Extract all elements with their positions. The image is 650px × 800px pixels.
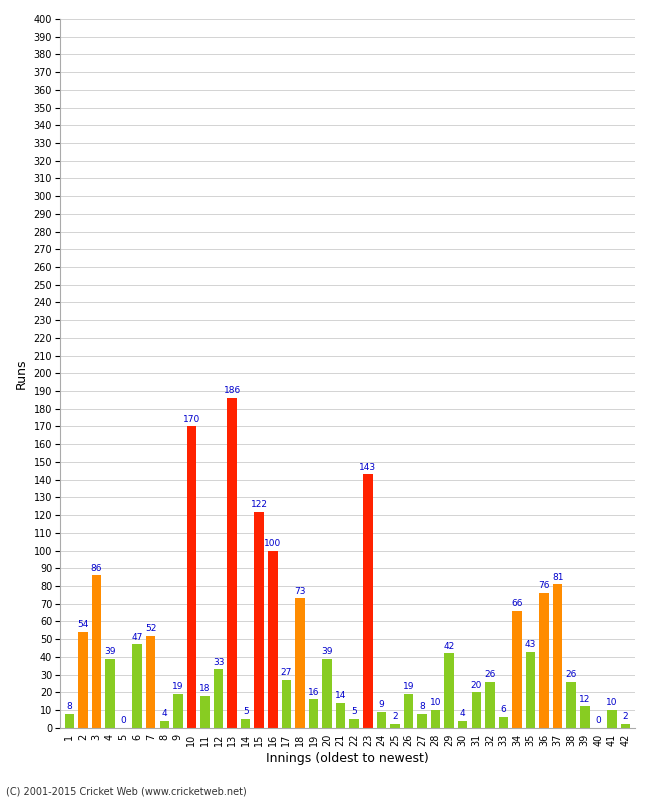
Text: 39: 39 [104, 647, 116, 656]
Bar [295, 598, 305, 728]
Bar [580, 706, 590, 728]
Bar [471, 692, 481, 728]
Bar [268, 550, 278, 728]
Text: 5: 5 [351, 707, 357, 716]
Text: 33: 33 [213, 658, 224, 666]
Bar [281, 680, 291, 728]
Bar [404, 694, 413, 728]
Text: 76: 76 [538, 582, 550, 590]
Text: 186: 186 [224, 386, 240, 395]
Bar [133, 645, 142, 728]
Bar [78, 632, 88, 728]
Bar [309, 699, 318, 728]
Text: 16: 16 [307, 688, 319, 697]
Bar [512, 610, 522, 728]
Text: 19: 19 [172, 682, 183, 691]
Bar [92, 575, 101, 728]
Text: 9: 9 [378, 700, 384, 709]
Bar [376, 712, 386, 728]
Bar [445, 654, 454, 728]
Bar [64, 714, 74, 728]
Text: 4: 4 [161, 709, 167, 718]
Bar [363, 474, 372, 728]
Bar [540, 593, 549, 728]
Text: 6: 6 [500, 706, 506, 714]
Bar [417, 714, 427, 728]
Text: 0: 0 [595, 716, 601, 725]
Text: 81: 81 [552, 573, 564, 582]
Text: 10: 10 [606, 698, 618, 707]
Bar [621, 724, 630, 728]
Text: 43: 43 [525, 640, 536, 649]
Bar [553, 584, 562, 728]
Bar [187, 426, 196, 728]
Text: 20: 20 [471, 681, 482, 690]
Bar [214, 670, 224, 728]
Text: 2: 2 [392, 713, 398, 722]
Text: 170: 170 [183, 415, 200, 424]
Bar [431, 710, 440, 728]
Text: (C) 2001-2015 Cricket Web (www.cricketweb.net): (C) 2001-2015 Cricket Web (www.cricketwe… [6, 786, 247, 796]
Bar [390, 724, 400, 728]
Text: 54: 54 [77, 620, 88, 630]
Bar [146, 635, 155, 728]
X-axis label: Innings (oldest to newest): Innings (oldest to newest) [266, 752, 429, 765]
Bar [200, 696, 210, 728]
Text: 47: 47 [131, 633, 143, 642]
Text: 2: 2 [623, 713, 629, 722]
Text: 143: 143 [359, 462, 376, 472]
Text: 8: 8 [66, 702, 72, 711]
Text: 122: 122 [251, 500, 268, 509]
Bar [159, 721, 169, 728]
Bar [607, 710, 617, 728]
Bar [485, 682, 495, 728]
Text: 100: 100 [264, 539, 281, 548]
Bar [336, 703, 345, 728]
Text: 0: 0 [121, 716, 127, 725]
Text: 14: 14 [335, 691, 346, 700]
Text: 26: 26 [566, 670, 577, 679]
Text: 27: 27 [281, 668, 292, 677]
Text: 52: 52 [145, 624, 157, 633]
Bar [526, 651, 536, 728]
Bar [227, 398, 237, 728]
Text: 4: 4 [460, 709, 465, 718]
Text: 26: 26 [484, 670, 495, 679]
Bar [241, 719, 250, 728]
Text: 73: 73 [294, 586, 305, 596]
Text: 39: 39 [321, 647, 333, 656]
Bar [499, 717, 508, 728]
Text: 86: 86 [91, 564, 102, 573]
Text: 12: 12 [579, 694, 590, 704]
Bar [350, 719, 359, 728]
Text: 18: 18 [199, 684, 211, 693]
Y-axis label: Runs: Runs [15, 358, 28, 389]
Text: 66: 66 [512, 599, 523, 608]
Text: 42: 42 [443, 642, 455, 650]
Bar [567, 682, 576, 728]
Bar [173, 694, 183, 728]
Bar [322, 658, 332, 728]
Bar [458, 721, 467, 728]
Text: 19: 19 [403, 682, 414, 691]
Bar [105, 658, 115, 728]
Text: 8: 8 [419, 702, 425, 711]
Bar [255, 511, 264, 728]
Text: 10: 10 [430, 698, 441, 707]
Text: 5: 5 [243, 707, 248, 716]
